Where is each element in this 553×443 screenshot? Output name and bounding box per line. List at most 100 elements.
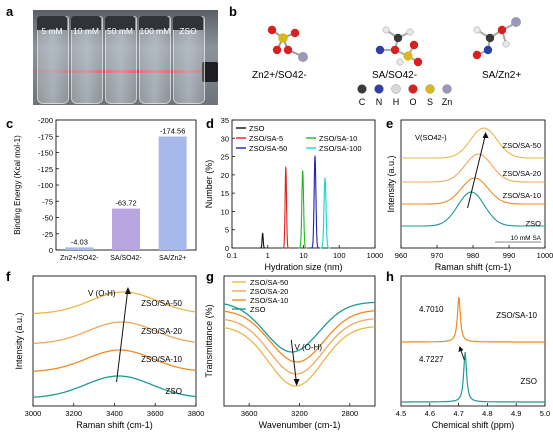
chart-f-annotation: V (O-H): [88, 289, 116, 298]
chart-g-series-line: [223, 301, 376, 353]
chart-g-arrowhead: [293, 379, 300, 386]
chart-f: 3000 3200 3400 3600 3800 ZSO ZSO/SA-10 ZSO/SA-2…: [14, 275, 204, 430]
molecule-zn-so4: [267, 25, 308, 62]
chart-d-legend-label: ZSO/SA-50: [249, 144, 287, 153]
chart-d-series-line: [298, 169, 308, 249]
chart-g-xlabel: Wavenumber (cm-1): [259, 420, 341, 430]
chart-c-ytick-label: -75: [42, 197, 53, 206]
atom-legend-label-n: N: [376, 97, 383, 107]
chart-d-series-line: [310, 154, 320, 249]
chart-d-series-line: [319, 176, 331, 249]
chart-e-series-line: [401, 177, 545, 205]
chart-e-series-line: [401, 191, 545, 227]
chart-f-arrow: [116, 289, 129, 383]
chart-c-bar: [158, 136, 187, 250]
chart-c-ytick-label: -200: [38, 116, 53, 125]
chart-h-series-label: ZSO: [521, 377, 537, 386]
panel-letter-g: g: [206, 269, 214, 284]
panel-letter-c: c: [6, 116, 13, 131]
chart-h-frame: [400, 275, 546, 407]
atom-legend-dot-s: [425, 84, 435, 94]
chart-d-legend-label: ZSO/SA-100: [319, 144, 362, 153]
chart-g-xtick-label: 3200: [291, 409, 308, 418]
chart-d-ytick-label: 15: [221, 189, 229, 198]
chart-e-series-line: [401, 153, 545, 183]
chart-d-legend-label: ZSO/SA-10: [319, 134, 357, 143]
vial-label-100mm: 100 mM: [139, 26, 171, 36]
chart-e-arrowhead: [482, 132, 489, 138]
chart-f-xtick-label: 3600: [147, 409, 164, 418]
chart-f-series-line: [32, 321, 197, 345]
chart-f-arrowhead: [124, 287, 131, 294]
chart-f-series-line: [32, 349, 197, 372]
chart-d-xtick-label: 1: [266, 251, 270, 260]
atom-legend-label-o: O: [409, 97, 416, 107]
chart-d-ytick-label: 35: [221, 116, 229, 125]
chart-g-legend-label: ZSO/SA-20: [250, 287, 288, 296]
chart-d-ytick-label: 5: [225, 226, 229, 235]
molecule-label-sa-zn: SA/Zn2+: [482, 70, 521, 81]
panel-letter-b: b: [229, 4, 237, 19]
chart-d-xtick-label: 1000: [367, 251, 384, 260]
chart-h-xtick-label: 4.8: [482, 409, 492, 418]
chart-h-arrowhead: [458, 346, 464, 352]
vial-10mm: [71, 16, 103, 104]
panel-letter-h: h: [386, 269, 394, 284]
chart-e-series-label: ZSO: [526, 219, 542, 228]
chart-g-series-line: [223, 310, 376, 363]
chart-f-ylabel: Intensity (a.u.): [14, 312, 24, 369]
atom-legend-label-h: H: [393, 97, 400, 107]
chart-c-category-label: Zn2+/SO42-: [60, 255, 99, 262]
chart-h-xtick-label: 4.6: [425, 409, 435, 418]
chart-g-series-line: [223, 318, 376, 375]
chart-d-series-line: [259, 232, 266, 249]
chart-e-xtick-label: 980: [467, 251, 480, 260]
chart-f-series-label: ZSO/SA-20: [141, 327, 182, 336]
chart-e-series-label: ZSO/SA-50: [503, 141, 541, 150]
chart-e-ylabel: Intensity (a.u.): [386, 155, 396, 212]
chart-g-series-line: [223, 326, 376, 387]
chart-g-arrow: [290, 339, 297, 383]
chart-f-xlabel: Raman shift (cm-1): [76, 420, 153, 430]
atom-legend-dot-n: [374, 84, 384, 94]
vial-5mm: [37, 16, 69, 104]
atom-legend-dot-o: [408, 84, 418, 94]
chart-d-xtick-label: 100: [333, 251, 346, 260]
chart-c-ytick-label: -175: [38, 132, 53, 141]
chart-c-value-label: -63.72: [115, 199, 136, 208]
chart-h-series-line: [401, 296, 545, 343]
chart-c-bar: [112, 208, 140, 250]
chart-g-xtick-label: 2800: [341, 409, 358, 418]
chart-e-xtick-label: 990: [503, 251, 516, 260]
chart-e-series-line: [401, 127, 545, 159]
chart-e-scalebar-label: 10 mM SA: [511, 235, 542, 242]
chart-c-ytick-label: 0: [49, 246, 53, 255]
chart-h: 4.5 4.6 4.7 4.8 4.9 5.0 ZSO/SA-10 4.7010 ZSO 4.72…: [396, 275, 550, 430]
chart-c-ytick-label: -50: [42, 214, 53, 223]
chart-g-ylabel: Transmittance (%): [204, 304, 214, 377]
chart-d-legend-label: ZSO/SA-5: [249, 134, 283, 143]
chart-f-series-line: [32, 375, 197, 398]
chart-e-xtick-label: 970: [431, 251, 444, 260]
chart-c-category-label: SA/SO42-: [110, 255, 142, 262]
chart-h-series-line: [401, 352, 545, 403]
vial-50mm: [105, 16, 137, 104]
chart-g-legend-label: ZSO: [250, 305, 266, 314]
chart-g-legend-label: ZSO/SA-50: [250, 278, 288, 287]
panel-letter-f: f: [6, 269, 11, 284]
chart-d-ytick-label: 25: [221, 153, 229, 162]
chart-e-annotation: V(SO42-): [415, 133, 447, 142]
atom-legend-label-c: C: [359, 97, 366, 107]
chart-d-ytick-label: 10: [221, 207, 229, 216]
chart-d-series-line: [282, 165, 290, 249]
chart-e-series-label: ZSO/SA-20: [503, 169, 541, 178]
chart-e-xtick-label: 1000: [537, 251, 553, 260]
chart-c-ytick-label: -150: [38, 149, 53, 158]
atom-legend-dot-zn: [442, 84, 452, 94]
vial-label-zso: ZSO: [179, 26, 197, 36]
vials-photo: 5 mM 10 mM 50 mM 100 mM ZSO: [33, 10, 218, 105]
vial-label-50mm: 50 mM: [107, 26, 133, 36]
chart-c-bar: [65, 247, 94, 250]
molecule-label-zn-so4: Zn2+/SO42-: [252, 70, 307, 81]
